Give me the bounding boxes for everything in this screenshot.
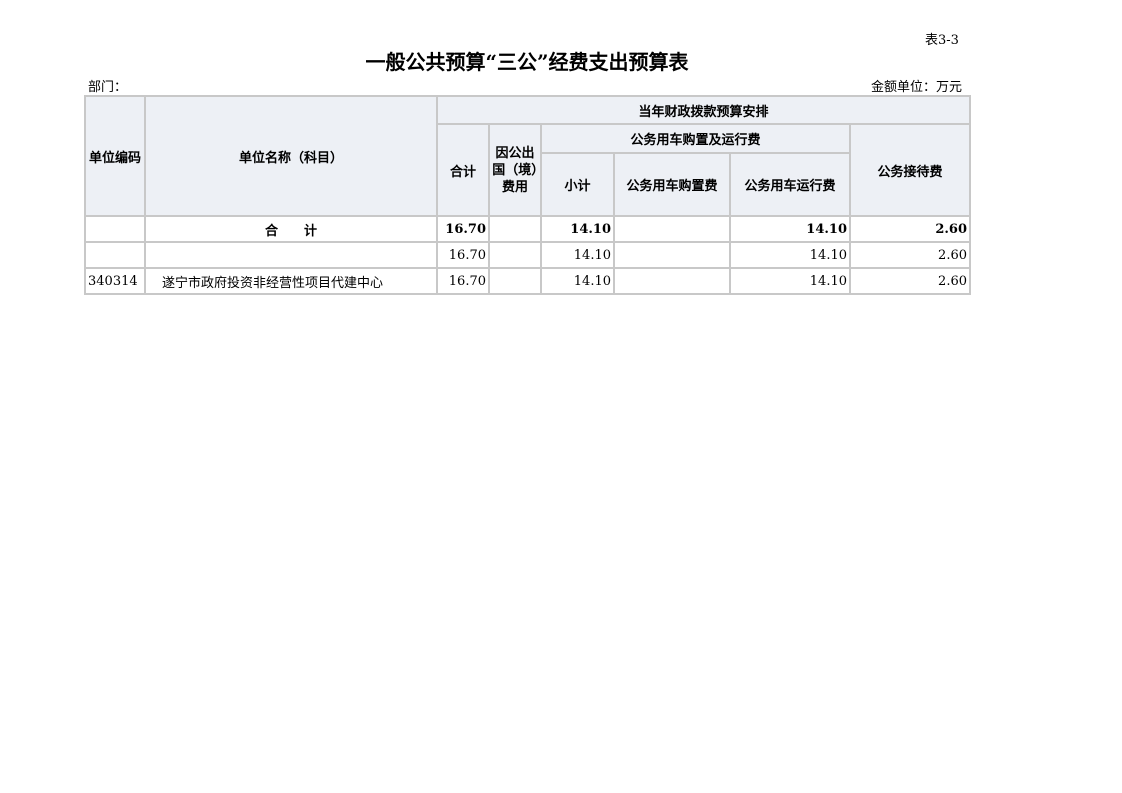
cell-reception: 2.60 bbox=[849, 215, 971, 243]
header-subtotal: 小计 bbox=[540, 152, 615, 217]
cell-reception: 2.60 bbox=[849, 267, 971, 295]
cell-name: 遂宁市政府投资非经营性项目代建中心 bbox=[144, 267, 438, 295]
page-title: 一般公共预算“三公”经费支出预算表 bbox=[365, 50, 689, 74]
cell-purchase bbox=[613, 267, 731, 295]
table-row: 16.70 14.10 14.10 2.60 bbox=[84, 241, 971, 269]
header-vehicle-purchase: 公务用车购置费 bbox=[613, 152, 731, 217]
cell-total: 16.70 bbox=[436, 241, 490, 269]
header-vehicle-group: 公务用车购置及运行费 bbox=[540, 123, 851, 154]
cell-purchase bbox=[613, 241, 731, 269]
cell-subtotal: 14.10 bbox=[540, 215, 615, 243]
header-vehicle-operation: 公务用车运行费 bbox=[729, 152, 851, 217]
cell-code bbox=[84, 241, 146, 269]
table-row-total: 合 计 16.70 14.10 14.10 2.60 bbox=[84, 215, 971, 243]
cell-abroad bbox=[488, 241, 542, 269]
cell-name: 合 计 bbox=[144, 215, 438, 243]
cell-operation: 14.10 bbox=[729, 267, 851, 295]
table-number: 表3-3 bbox=[925, 33, 959, 48]
cell-total: 16.70 bbox=[436, 215, 490, 243]
header-reception: 公务接待费 bbox=[849, 123, 971, 217]
cell-operation: 14.10 bbox=[729, 215, 851, 243]
cell-total: 16.70 bbox=[436, 267, 490, 295]
header-group: 当年财政拨款预算安排 bbox=[436, 95, 971, 125]
cell-operation: 14.10 bbox=[729, 241, 851, 269]
cell-reception: 2.60 bbox=[849, 241, 971, 269]
cell-subtotal: 14.10 bbox=[540, 241, 615, 269]
cell-subtotal: 14.10 bbox=[540, 267, 615, 295]
header-code: 单位编码 bbox=[84, 95, 146, 217]
table-row: 340314 遂宁市政府投资非经营性项目代建中心 16.70 14.10 14.… bbox=[84, 267, 971, 295]
header-abroad: 因公出国（境）费用 bbox=[488, 123, 542, 217]
header-name: 单位名称（科目） bbox=[144, 95, 438, 217]
cell-abroad bbox=[488, 215, 542, 243]
header-total: 合计 bbox=[436, 123, 490, 217]
cell-abroad bbox=[488, 267, 542, 295]
cell-purchase bbox=[613, 215, 731, 243]
department-label: 部门： bbox=[88, 80, 128, 95]
unit-label: 金额单位：万元 bbox=[870, 80, 962, 95]
cell-name bbox=[144, 241, 438, 269]
budget-table: 单位编码 单位名称（科目） 当年财政拨款预算安排 合计 因公出国（境）费用 公务… bbox=[84, 95, 971, 295]
cell-code: 340314 bbox=[84, 267, 146, 295]
cell-code bbox=[84, 215, 146, 243]
